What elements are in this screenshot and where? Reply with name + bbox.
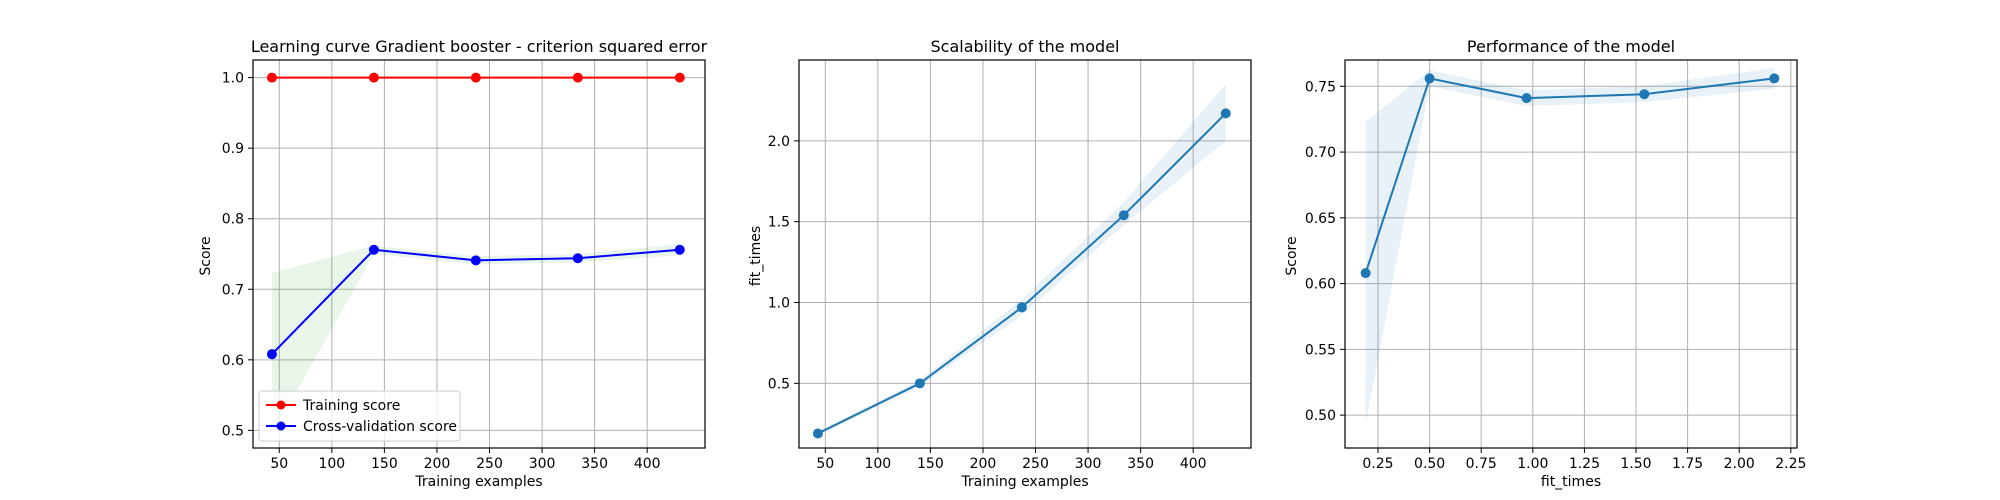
y-tick-label: 0.75: [1305, 79, 1336, 95]
x-tick-label: 2.00: [1724, 456, 1755, 472]
data-point: [914, 378, 925, 389]
y-tick-label: 0.9: [222, 141, 244, 157]
grid: [1345, 60, 1797, 448]
y-tick-label: 0.8: [222, 212, 244, 228]
data-point: [812, 428, 823, 439]
x-tick-label: 2.25: [1775, 456, 1806, 472]
y-tick-label: 1.0: [768, 296, 790, 312]
data-point: [470, 72, 481, 83]
data-point: [368, 72, 379, 83]
data-point: [1118, 210, 1129, 221]
y-tick-label: 0.65: [1305, 211, 1336, 227]
legend-cv-label: Cross-validation score: [303, 419, 457, 435]
x-tick-label: 400: [634, 456, 661, 472]
y-tick-label: 2.0: [768, 134, 790, 150]
legend-box: [258, 390, 461, 442]
data-point: [1639, 89, 1650, 100]
data-point: [1521, 93, 1532, 104]
x-tick-label: 1.50: [1620, 456, 1651, 472]
plot-frame: [1344, 59, 1798, 449]
y-axis-label: fit_times: [748, 226, 764, 286]
data-point: [266, 349, 277, 360]
x-tick-label: 1.00: [1517, 456, 1548, 472]
y-tick-label: 0.5: [768, 376, 790, 392]
x-tick-label: 300: [529, 456, 556, 472]
data-point: [368, 244, 379, 255]
x-tick-label: 1.75: [1672, 456, 1703, 472]
x-tick-label: 1.25: [1569, 456, 1600, 472]
axis-ticks: 50 100 150 200 250 300 350 400 0.5 0.6 0.7 0.8 0.9 1.…: [222, 71, 661, 472]
y-tick-label: 0.55: [1305, 342, 1336, 358]
chart-title: Performance of the model: [1467, 37, 1675, 56]
plot-frame: [798, 59, 1252, 449]
series-points: [1360, 73, 1780, 279]
x-tick-label: 0.25: [1362, 456, 1393, 472]
confidence-band: [1365, 67, 1775, 425]
x-axis-label: Training examples: [960, 474, 1088, 490]
chart-title: Scalability of the model: [931, 37, 1120, 56]
x-tick-label: 150: [371, 456, 398, 472]
learning-curve-chart: Learning curve Gradient booster - criter…: [198, 37, 708, 490]
scalability-chart: Scalability of the model Training exampl…: [748, 37, 1252, 490]
data-point: [1360, 268, 1371, 279]
series-points: [812, 108, 1231, 439]
data-point: [1424, 73, 1435, 84]
x-tick-label: 200: [424, 456, 451, 472]
x-tick-label: 250: [476, 456, 503, 472]
x-tick-label: 0.50: [1414, 456, 1445, 472]
x-tick-label: 200: [970, 456, 997, 472]
x-axis-label: Training examples: [414, 474, 542, 490]
data-point: [674, 72, 685, 83]
confidence-band: [271, 244, 680, 436]
y-tick-label: 0.50: [1305, 408, 1336, 424]
legend: Training score Cross-validation score: [258, 390, 461, 442]
x-tick-label: 100: [318, 456, 345, 472]
y-tick-label: 1.0: [222, 71, 244, 87]
x-tick-label: 350: [1127, 456, 1154, 472]
chart-title: Learning curve Gradient booster - criter…: [251, 37, 708, 56]
x-tick-label: 100: [864, 456, 891, 472]
data-point: [572, 253, 583, 264]
data-point: [470, 255, 481, 266]
legend-training-label: Training score: [302, 398, 400, 414]
legend-training-marker: [276, 400, 286, 410]
confidence-bands: [271, 244, 680, 436]
x-tick-label: 350: [581, 456, 608, 472]
x-axis-label: fit_times: [1541, 474, 1601, 490]
data-point: [572, 72, 583, 83]
y-axis-label: Score: [1284, 236, 1300, 275]
y-tick-label: 0.7: [222, 282, 244, 298]
y-tick-label: 0.5: [222, 423, 244, 439]
x-tick-label: 400: [1180, 456, 1207, 472]
y-tick-label: 0.70: [1305, 145, 1336, 161]
grid: [799, 60, 1251, 448]
y-tick-label: 0.60: [1305, 277, 1336, 293]
data-point: [1016, 302, 1027, 313]
legend-cv-marker: [276, 421, 286, 431]
x-tick-label: 0.75: [1466, 456, 1497, 472]
plot-frame: [252, 59, 706, 449]
series-points: [266, 72, 685, 360]
x-tick-label: 50: [816, 456, 834, 472]
x-tick-label: 250: [1022, 456, 1049, 472]
data-point: [266, 72, 277, 83]
x-tick-label: 300: [1075, 456, 1102, 472]
y-tick-label: 0.6: [222, 353, 244, 369]
performance-chart: Performance of the model fit_times Score…: [1284, 37, 1806, 490]
axis-ticks: 0.25 0.50 0.75 1.00 1.25 1.50 1.75 2.00 2.25 0.50…: [1305, 79, 1807, 472]
y-axis-label: Score: [198, 236, 214, 275]
data-point: [1220, 108, 1231, 119]
axis-ticks: 50 100 150 200 250 300 350 400 0.5 1.0 1.5 2.0: [768, 134, 1207, 472]
confidence-bands: [1365, 67, 1775, 425]
data-point: [1769, 73, 1780, 84]
y-tick-label: 1.5: [768, 215, 790, 231]
data-point: [674, 244, 685, 255]
x-tick-label: 150: [917, 456, 944, 472]
x-tick-label: 50: [270, 456, 288, 472]
